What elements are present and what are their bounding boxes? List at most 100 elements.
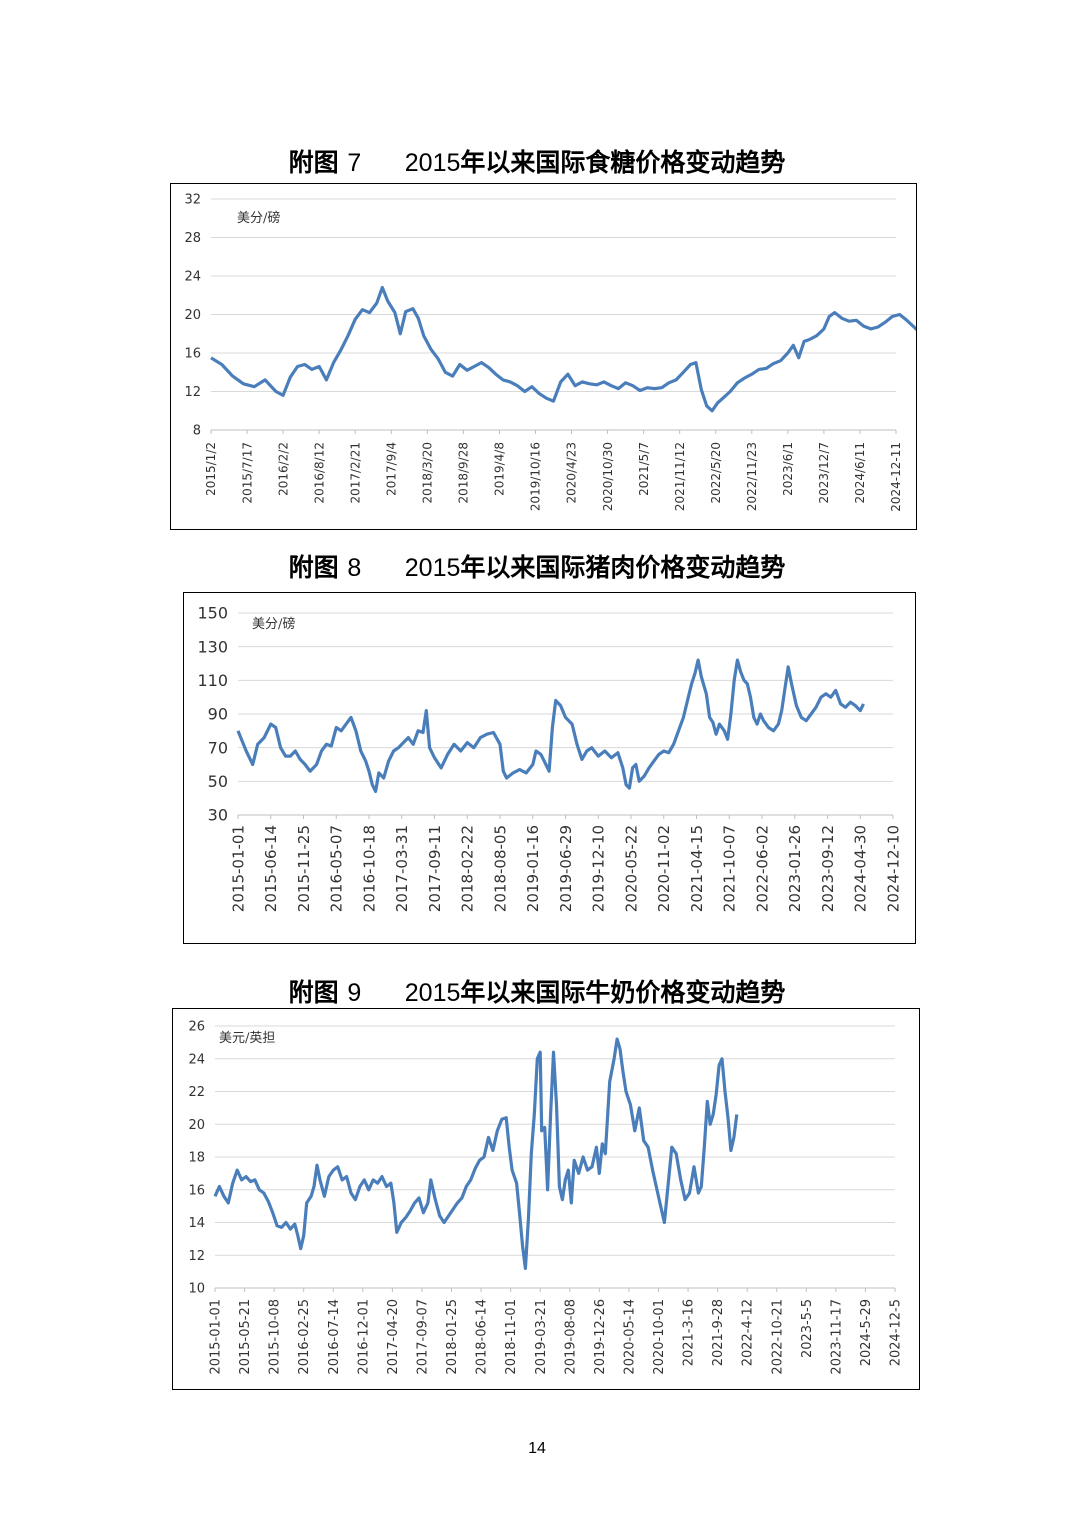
figure-prefix: 附图 xyxy=(288,553,339,582)
x-tick-label: 2019/10/16 xyxy=(529,442,543,511)
x-tick-label: 2017/9/4 xyxy=(384,442,398,496)
x-tick-label: 2019-12-10 xyxy=(590,825,608,912)
x-tick-label: 2022-4-12 xyxy=(741,1299,756,1366)
figure-prefix: 附图 xyxy=(288,148,339,177)
x-tick-label: 2015/1/2 xyxy=(204,442,218,496)
price-series-line xyxy=(236,658,865,793)
x-tick-label: 2015/7/17 xyxy=(240,442,254,504)
y-tick-label: 28 xyxy=(184,231,201,246)
figure-title: 附图 8 2015年以来国际猪肉价格变动趋势 xyxy=(0,548,1074,584)
x-tick-label: 2021-9-28 xyxy=(711,1299,726,1366)
x-tick-label: 2022/5/20 xyxy=(709,442,723,504)
chart-svg: 8 12 16 20 24 28 32 2015/1/2 2015/7/17 2016/2/2 20… xyxy=(184,193,916,512)
y-tick-label: 150 xyxy=(197,604,228,623)
y-tick-label: 50 xyxy=(208,772,228,791)
figure-year: 2015 xyxy=(404,149,461,177)
x-tick-label: 2016-07-14 xyxy=(327,1299,342,1375)
y-tick-label: 20 xyxy=(188,1118,205,1133)
x-tick-label: 2017-03-31 xyxy=(393,825,411,912)
y-tick-label: 26 xyxy=(188,1020,205,1035)
x-tick-label: 2017-04-20 xyxy=(386,1299,401,1375)
x-tick-label: 2024-12-11 xyxy=(889,442,903,512)
chart-svg: 10 12 14 16 18 20 22 24 26 2015-01-01 2015-05-21 20… xyxy=(188,1020,904,1375)
x-tick-label: 2023/12/7 xyxy=(817,442,831,504)
figure-caption: 年以来国际牛奶价格变动趋势 xyxy=(460,978,786,1007)
price-series-line xyxy=(210,285,916,413)
y-tick-label: 8 xyxy=(193,424,201,439)
y-tick-label: 12 xyxy=(184,385,201,400)
x-tick-label: 2022-10-21 xyxy=(770,1299,785,1375)
y-tick-label: 24 xyxy=(184,270,201,285)
x-tick-label: 2016/2/2 xyxy=(276,442,290,496)
unit-label: 美元/英担 xyxy=(219,1031,275,1046)
x-tick-label: 2015-10-08 xyxy=(268,1299,283,1375)
x-tick-label: 2020/4/23 xyxy=(565,442,579,504)
x-tick-label: 2024-5-29 xyxy=(859,1299,874,1366)
x-tick-label: 2019-06-29 xyxy=(557,825,575,912)
x-tick-label: 2018-06-14 xyxy=(475,1299,490,1375)
x-tick-label: 2024-04-30 xyxy=(852,825,870,912)
x-tick-label: 2021-10-07 xyxy=(721,825,739,912)
figure-title: 附图 7 2015年以来国际食糖价格变动趋势 xyxy=(0,143,1074,179)
figure-title: 附图 9 2015年以来国际牛奶价格变动趋势 xyxy=(0,973,1074,1009)
x-tick-label: 2015-01-01 xyxy=(209,1299,224,1375)
y-tick-label: 18 xyxy=(188,1151,205,1166)
x-tick-label: 2022-06-02 xyxy=(753,825,771,912)
y-tick-label: 10 xyxy=(188,1282,205,1297)
y-tick-label: 24 xyxy=(188,1052,205,1067)
x-tick-label: 2021/5/7 xyxy=(637,442,651,496)
x-tick-label: 2019-03-21 xyxy=(534,1299,549,1375)
chart-svg: 30 50 70 90 110 130 150 2015-01-01 2015-06-14 201… xyxy=(197,604,902,913)
x-tick-label: 2020/10/30 xyxy=(601,442,615,511)
x-tick-label: 2024-12-5 xyxy=(889,1299,904,1366)
pork-price-chart: 30 50 70 90 110 130 150 2015-01-01 2015-06-14 201… xyxy=(183,592,916,944)
figure-year: 2015 xyxy=(404,979,461,1007)
y-tick-label: 16 xyxy=(184,347,201,362)
x-tick-label: 2024-12-10 xyxy=(884,825,902,912)
x-tick-label: 2015-05-21 xyxy=(238,1299,253,1375)
figure-caption: 年以来国际食糖价格变动趋势 xyxy=(460,148,786,177)
x-tick-label: 2021/11/12 xyxy=(673,442,687,511)
x-tick-label: 2023-5-5 xyxy=(800,1299,815,1358)
x-tick-label: 2019-08-08 xyxy=(563,1299,578,1375)
figure-caption: 年以来国际猪肉价格变动趋势 xyxy=(460,553,786,582)
x-tick-label: 2016/8/12 xyxy=(312,442,326,504)
y-tick-label: 130 xyxy=(197,637,228,656)
figure-number: 8 xyxy=(347,554,362,582)
x-tick-label: 2023-01-26 xyxy=(786,825,804,912)
x-tick-label: 2018-01-25 xyxy=(445,1299,460,1375)
y-tick-label: 14 xyxy=(188,1216,205,1231)
figure-number: 7 xyxy=(347,149,362,177)
x-tick-label: 2015-06-14 xyxy=(262,825,280,912)
x-tick-label: 2015-01-01 xyxy=(229,825,247,912)
x-tick-label: 2020-05-14 xyxy=(622,1299,637,1375)
x-tick-label: 2016-10-18 xyxy=(360,825,378,912)
x-tick-label: 2020-11-02 xyxy=(655,825,673,912)
x-tick-label: 2018/3/20 xyxy=(421,442,435,504)
page-number: 14 xyxy=(528,1440,546,1457)
x-tick-label: 2022/11/23 xyxy=(745,442,759,511)
milk-price-chart: 10 12 14 16 18 20 22 24 26 2015-01-01 2015-05-21 20… xyxy=(172,1008,920,1390)
y-tick-label: 30 xyxy=(208,806,228,825)
y-tick-label: 20 xyxy=(184,308,201,323)
x-tick-label: 2021-04-15 xyxy=(688,825,706,912)
x-tick-label: 2016-02-25 xyxy=(297,1299,312,1375)
x-tick-label: 2024/6/11 xyxy=(853,442,867,504)
y-tick-label: 90 xyxy=(208,705,228,724)
x-tick-label: 2021-3-16 xyxy=(682,1299,697,1366)
x-tick-label: 2017/2/21 xyxy=(348,442,362,504)
x-tick-label: 2018/9/28 xyxy=(457,442,471,504)
unit-label: 美分/磅 xyxy=(252,616,295,632)
x-tick-label: 2018-11-01 xyxy=(504,1299,519,1375)
y-tick-label: 12 xyxy=(188,1249,205,1264)
unit-label: 美分/磅 xyxy=(237,210,280,226)
y-tick-label: 110 xyxy=(197,671,228,690)
x-tick-label: 2017-09-11 xyxy=(426,825,444,912)
x-tick-label: 2019-12-26 xyxy=(593,1299,608,1375)
x-tick-label: 2018-02-22 xyxy=(459,825,477,912)
y-tick-label: 70 xyxy=(208,738,228,757)
x-tick-label: 2020-10-01 xyxy=(652,1299,667,1375)
x-tick-label: 2023-11-17 xyxy=(829,1299,844,1375)
x-tick-label: 2016-05-07 xyxy=(328,825,346,912)
x-tick-label: 2016-12-01 xyxy=(356,1299,371,1375)
